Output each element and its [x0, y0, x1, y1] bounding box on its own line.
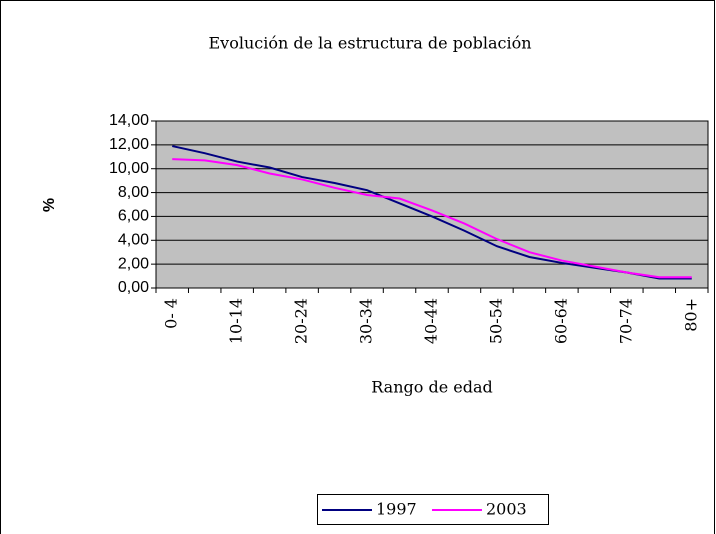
y-tick-label: 14,00 [109, 112, 149, 129]
x-tick-label: 70-74 [616, 298, 635, 344]
legend-label: 1997 [376, 500, 417, 519]
x-tick-label: 80+ [681, 298, 700, 332]
x-tick-label: 10-14 [227, 298, 246, 344]
y-tick-label: 12,00 [109, 136, 149, 153]
y-tick-label: 2,00 [118, 255, 149, 272]
y-tick-label: 0,00 [118, 279, 149, 296]
chart-title: Evolución de la estructura de población [208, 34, 531, 53]
x-tick-label: 0- 4 [162, 298, 181, 329]
y-axis-label: % [41, 198, 58, 212]
legend-label: 2003 [486, 500, 527, 519]
x-tick-label: 30-34 [357, 298, 376, 344]
y-tick-label: 10,00 [109, 160, 149, 177]
x-tick-label: 50-54 [486, 298, 505, 344]
x-axis-label: Rango de edad [371, 378, 493, 397]
plot-border [155, 120, 709, 289]
x-tick-label: 40-44 [422, 298, 441, 344]
data-line [172, 158, 692, 279]
plot-area [156, 121, 708, 288]
y-tick-label: 6,00 [118, 208, 149, 225]
x-tick-label: 20-24 [292, 298, 311, 344]
y-tick-label: 4,00 [118, 232, 149, 249]
x-tick-label: 60-64 [551, 298, 570, 344]
y-tick-label: 8,00 [118, 184, 149, 201]
